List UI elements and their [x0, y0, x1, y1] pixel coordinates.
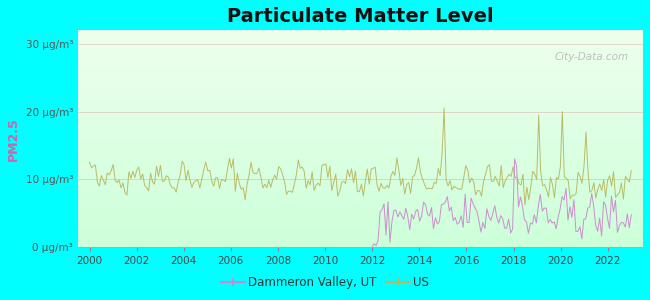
Text: City-Data.com: City-Data.com [555, 52, 629, 62]
Title: Particulate Matter Level: Particulate Matter Level [227, 7, 494, 26]
Y-axis label: PM2.5: PM2.5 [7, 117, 20, 160]
Legend: Dammeron Valley, UT, US: Dammeron Valley, UT, US [216, 272, 434, 294]
